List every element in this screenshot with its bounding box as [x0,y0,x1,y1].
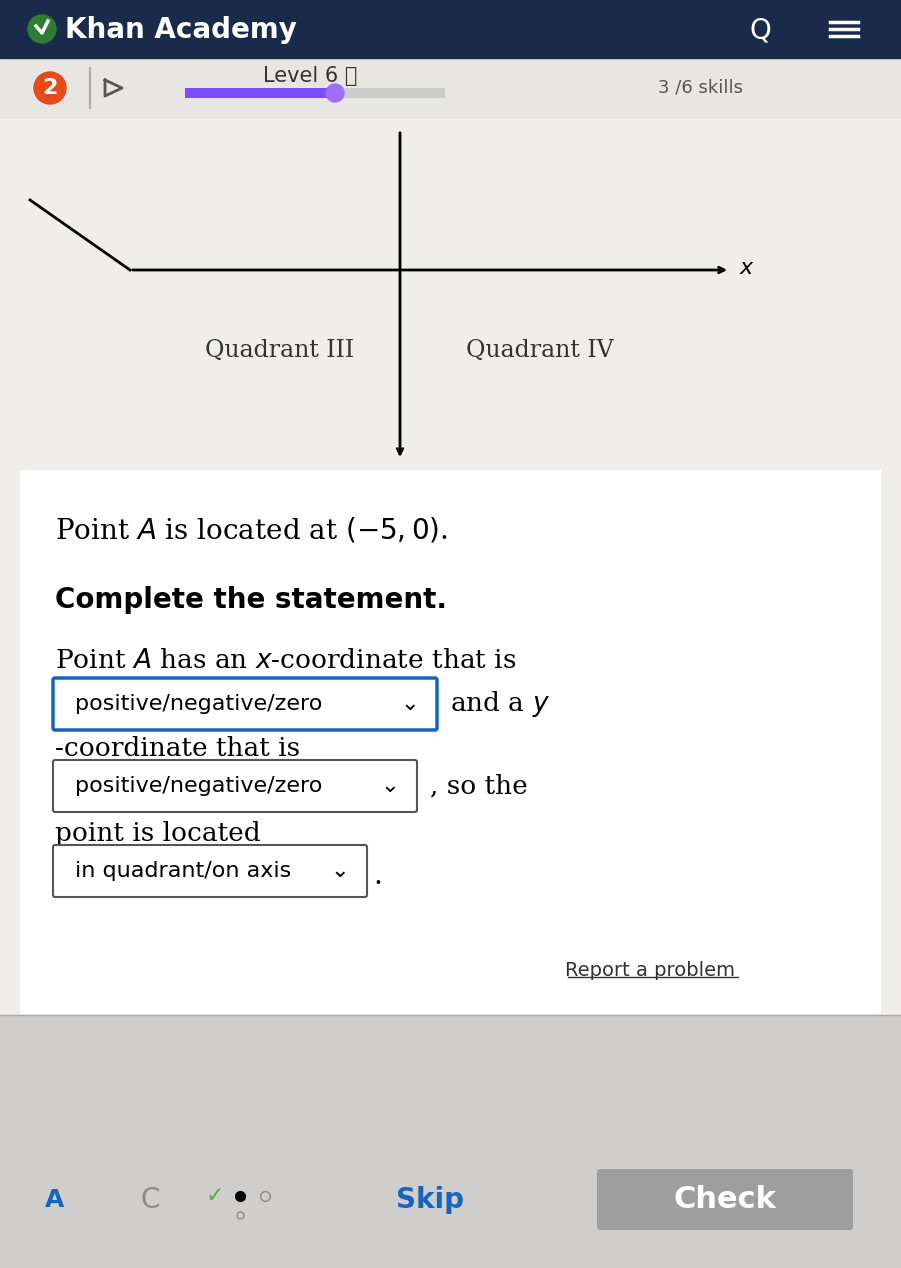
FancyBboxPatch shape [53,678,437,730]
Bar [0,1014,901,1268]
Circle shape [34,72,66,104]
Text: and a $y$: and a $y$ [450,689,550,719]
Bar [0,58,901,118]
Text: point is located: point is located [55,820,260,846]
Text: -coordinate that is: -coordinate that is [55,735,300,761]
Bar [0,0,901,58]
Text: , so the: , so the [430,773,528,799]
Text: x: x [740,257,753,278]
Text: positive/negative/zero: positive/negative/zero [75,776,323,796]
Text: .: . [373,862,382,889]
Text: Quadrant IV: Quadrant IV [466,339,614,361]
Text: A: A [45,1188,65,1212]
Text: Q: Q [749,16,771,44]
Text: Complete the statement.: Complete the statement. [55,586,447,614]
Circle shape [326,84,344,101]
Bar [185,87,445,98]
Text: Report a problem: Report a problem [565,960,735,979]
Text: ✓: ✓ [205,1186,224,1206]
Text: 2: 2 [42,79,58,98]
Text: positive/negative/zero: positive/negative/zero [75,694,323,714]
Bar [20,470,881,1090]
Text: Point $\mathit{A}$ has an $x$-coordinate that is: Point $\mathit{A}$ has an $x$-coordinate… [55,648,516,672]
Text: in quadrant/on axis: in quadrant/on axis [75,861,291,881]
Text: Khan Academy: Khan Academy [65,16,296,44]
Text: ⌄: ⌄ [381,776,399,796]
Text: ⌄: ⌄ [331,861,350,881]
Text: Level 6 ⓘ: Level 6 ⓘ [263,66,357,86]
Text: Check: Check [674,1186,777,1215]
Text: 3 /6 skills: 3 /6 skills [658,79,742,96]
Bar [185,87,335,98]
Circle shape [28,15,56,43]
Text: ⌄: ⌄ [401,694,419,714]
Text: C: C [141,1186,159,1213]
Text: Quadrant III: Quadrant III [205,339,355,361]
FancyBboxPatch shape [53,844,367,896]
Text: Point $\mathit{A}$ is located at $(-5, 0)$.: Point $\mathit{A}$ is located at $(-5, 0… [55,516,448,544]
FancyBboxPatch shape [597,1169,853,1230]
FancyBboxPatch shape [53,760,417,812]
Text: Skip: Skip [396,1186,464,1213]
